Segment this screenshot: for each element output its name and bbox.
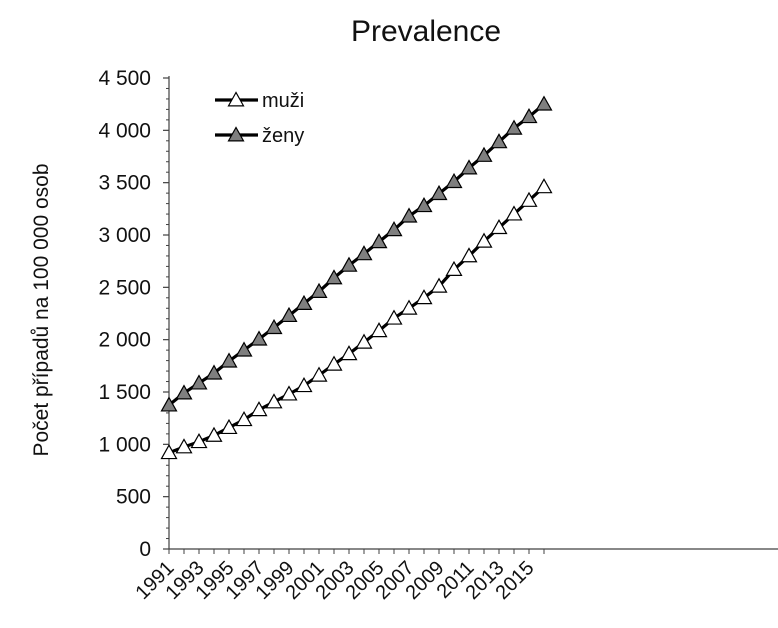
series-1 [160,178,553,460]
legend-marker [227,91,245,107]
data-point [355,333,373,349]
data-point [325,269,343,285]
data-point [370,233,388,249]
y-axis-label: Počet případů na 100 000 osob [30,163,53,456]
data-point [280,385,298,401]
y-tick-label: 0 [139,538,151,561]
data-point [430,184,448,201]
data-point [415,196,433,213]
data-point [340,345,358,361]
data-point [415,289,433,305]
data-point [310,282,328,298]
data-point [250,401,268,417]
legend-marker [227,126,245,142]
y-tick-label: 1 000 [98,433,151,456]
data-point [475,146,493,162]
series-2 [160,95,553,412]
data-point [160,396,178,412]
data-point [400,207,418,223]
data-point [220,352,238,368]
series-group [160,95,553,460]
data-point [295,294,313,311]
data-point [190,432,208,449]
data-point [535,178,553,194]
data-point [235,411,253,427]
legend-label: ženy [262,125,304,147]
y-tick-label: 4 500 [98,67,151,90]
data-point [160,443,178,460]
data-point [175,384,193,400]
y-tick-label: 1 500 [98,381,151,404]
data-point [205,364,223,380]
data-point [385,221,403,237]
data-point [235,341,253,357]
data-point [340,256,358,272]
legend: muži ženy [215,90,304,147]
data-point [280,306,298,323]
series-line [168,185,546,455]
data-point [265,393,283,409]
x-ticks: 1991199319951997199920012003200520072009… [132,549,545,604]
data-point [265,318,283,335]
data-point [445,260,463,276]
data-point [325,355,343,371]
y-tick-label: 4 000 [98,119,151,142]
chart-title: Prevalence [351,15,501,48]
data-point [355,245,373,261]
data-point [535,95,553,111]
data-point [520,191,538,207]
data-point [220,418,238,435]
data-point [460,247,478,263]
y-tick-label: 2 500 [98,276,151,299]
data-point [385,309,403,325]
data-point [190,374,208,390]
data-point [400,299,418,315]
data-point [205,426,223,442]
data-point [370,322,388,338]
data-point [295,376,313,393]
data-point [475,232,493,248]
data-point [175,438,193,454]
data-point [430,277,448,293]
data-point [250,330,268,346]
y-ticks: 0 500 1 000 1 500 2 000 2 500 3 000 3 500 4 000 4… [98,67,169,561]
y-tick-label: 2 000 [98,329,151,352]
y-tick-label: 3 000 [98,224,151,247]
data-point [460,159,478,175]
y-tick-label: 500 [116,486,151,509]
data-point [310,366,328,382]
data-point [490,218,508,235]
data-point [505,119,523,135]
y-tick-label: 3 500 [98,172,151,195]
data-point [445,172,463,189]
data-point [520,108,538,124]
data-point [490,133,508,149]
axes [168,76,778,550]
data-point [505,205,523,221]
legend-label: muži [262,90,304,112]
